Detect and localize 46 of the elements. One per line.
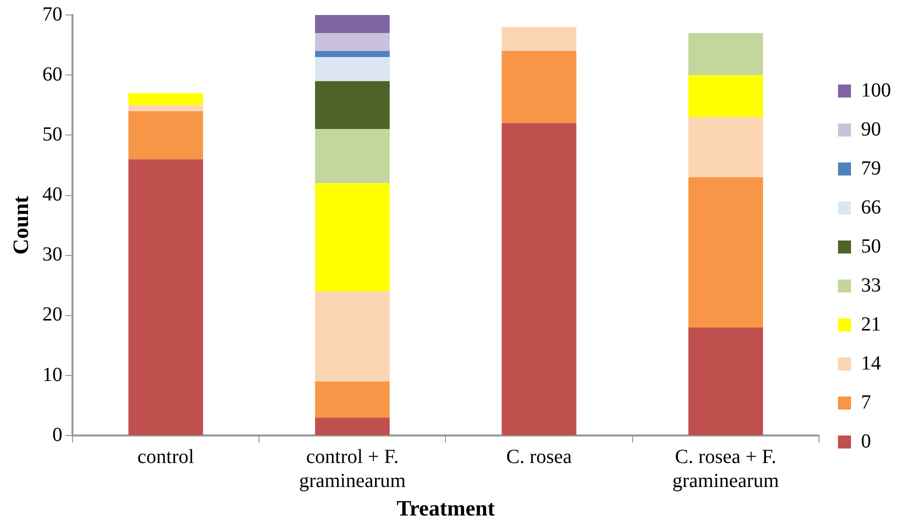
bar [315,183,390,292]
bar [315,33,390,52]
legend-label: 100 [861,79,891,102]
bar [688,117,764,178]
x-axis-title: Treatment [396,495,496,520]
legend-label: 90 [861,118,881,140]
legend-label: 14 [861,352,881,374]
bar [688,33,764,76]
bar [315,81,390,130]
bar [315,129,390,184]
x-tick-label: C. rosea + F. graminearum [672,446,780,492]
bar [315,15,390,34]
y-tick-label: 10 [42,364,62,386]
legend-label: 50 [861,235,881,258]
legend-label: 79 [861,157,881,180]
y-tick-label: 30 [42,244,62,266]
bar [315,382,390,418]
legend-label: 66 [861,196,881,218]
bar [128,105,204,112]
bar [128,93,204,106]
x-tick-label: control [137,446,194,468]
bar [688,177,764,328]
bar [315,291,390,382]
bar [128,159,204,436]
bar [315,418,390,436]
y-tick-label: 70 [42,3,62,26]
legend-label: 21 [861,313,881,336]
y-tick-label: 50 [42,123,62,146]
y-tick-label: 60 [42,63,62,86]
y-tick-label: 40 [42,184,62,206]
bar [688,327,764,436]
legend-label: 7 [861,391,871,414]
bar [502,51,576,124]
y-axis-title: Count [8,195,33,255]
x-tick-label: control + F. graminearum [299,446,406,492]
bar [502,123,576,436]
bar [128,111,204,160]
bar [315,51,390,58]
bar [502,27,576,52]
bar [688,75,764,118]
x-tick-label: C. rosea [506,446,572,468]
y-tick-label: 0 [52,424,62,446]
legend-label: 0 [861,430,871,452]
legend-label: 33 [861,274,881,296]
bar [315,57,390,82]
y-tick-label: 20 [42,304,62,326]
